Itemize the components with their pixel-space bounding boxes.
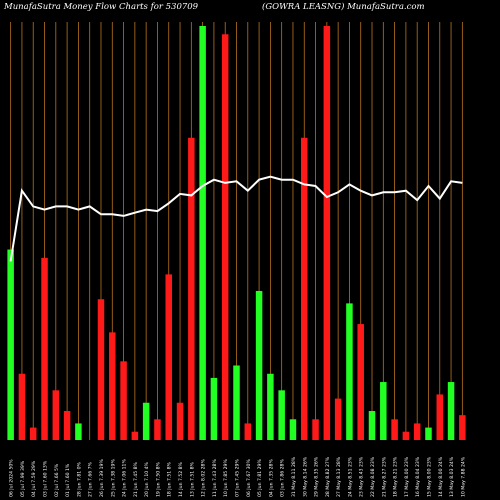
x-tick-label: 27 Jun 7.66 7% <box>88 461 94 497</box>
x-tick-label: 10 Jun 7.85 29% <box>223 459 229 497</box>
money-flow-bar <box>334 398 342 440</box>
x-tick-label: 07 Jun 7.45 29% <box>235 459 241 497</box>
x-tick-label: 05 Jun 7.81 29% <box>257 459 263 497</box>
money-flow-bar <box>459 415 466 440</box>
x-tick-label: 01 Jul 7.60 1% <box>65 463 71 497</box>
x-tick-label: 05 Jul 7.99 39% <box>20 460 26 497</box>
x-tick-label: 03 Jul 7.60 13% <box>43 460 49 497</box>
money-flow-bar <box>402 431 410 440</box>
money-flow-bar <box>436 394 444 440</box>
money-flow-bar <box>188 137 195 440</box>
x-tick-label: 24 May 8.51 23% <box>347 456 353 497</box>
x-tick-label: 06 Jul 2024 50% <box>9 459 15 497</box>
money-flow-bar <box>346 303 353 440</box>
money-flow-bar <box>165 274 172 440</box>
money-flow-bar <box>41 257 48 440</box>
money-flow-bar <box>29 427 37 440</box>
money-flow-bar <box>312 419 319 440</box>
x-tick-label: 25 Jun 7.38 19% <box>110 459 116 497</box>
x-tick-label: 14 Jun 7.52 8% <box>178 461 184 497</box>
x-tick-label: 21 Jun 7.45 8% <box>133 461 139 497</box>
money-flow-bar <box>120 361 127 440</box>
money-flow-bar <box>18 373 26 440</box>
money-flow-bar <box>368 411 376 440</box>
money-flow-bar <box>233 365 240 440</box>
money-flow-bar <box>380 382 387 440</box>
x-tick-label: 29 May 8.35 26% <box>314 456 320 497</box>
x-tick-label: 03 Jun 7.86 28% <box>280 459 286 497</box>
x-tick-label: 11 Jun 7.43 28% <box>212 459 218 497</box>
x-tick-label: 18 May 8.21 23% <box>393 456 399 497</box>
money-flow-bar <box>357 324 364 440</box>
money-flow-bar <box>109 332 116 440</box>
x-tick-label: 22 May 8.08 23% <box>370 456 376 497</box>
money-flow-bar <box>7 249 14 440</box>
money-flow-bar <box>244 423 252 440</box>
money-flow-bar <box>391 419 398 440</box>
money-flow-bar <box>142 402 150 440</box>
money-flow-bar <box>75 423 82 440</box>
money-flow-bar <box>199 26 206 440</box>
x-tick-label: 13 Jun 7.51 8% <box>189 461 195 497</box>
money-flow-bar <box>97 299 105 440</box>
x-tick-label: 06 Jun 7.67 30% <box>246 459 252 497</box>
x-tick-label: 21 May 8.27 23% <box>381 456 387 497</box>
money-flow-bar <box>289 419 297 440</box>
x-tick-label: 26 Jun 7.39 19% <box>99 459 105 497</box>
grid-lines <box>10 22 463 440</box>
money-flow-bar <box>425 427 432 440</box>
money-flow-bar <box>413 423 421 440</box>
money-flow-bar <box>323 26 331 440</box>
chart-header-right: (GOWRA LEASNG) MunafaSutra.com <box>262 2 425 12</box>
money-flow-bar <box>447 382 455 440</box>
x-tick-label: 18 Jun 7.51 8% <box>167 461 173 497</box>
line-series <box>9 175 463 262</box>
money-flow-bar <box>255 290 263 440</box>
chart-header-left: MunafaSutra Money Flow Charts for 530709 <box>4 2 199 12</box>
x-tick-label: 10 May 7.88 24% <box>460 456 466 497</box>
x-tick-label: 28 Jun 7.81 0% <box>76 461 82 497</box>
money-flow-bar <box>267 373 274 440</box>
money-flow-line <box>9 175 463 262</box>
money-flow-bar <box>210 377 218 440</box>
x-tick-label: 16 May 8.04 23% <box>415 456 421 497</box>
x-tick-label: 14 May 8.00 24% <box>438 456 444 497</box>
money-flow-bar <box>301 137 308 440</box>
x-tick-label: 20 Jun 7.10 4% <box>144 461 150 497</box>
x-tick-label: 30 May 8.14 26% <box>302 456 308 497</box>
x-tick-label: 12 Jun 8.02 28% <box>201 459 207 497</box>
x-tick-label: 15 May 8.00 23% <box>426 456 432 497</box>
x-tick-label: 17 May 8.00 23% <box>404 456 410 497</box>
x-tick-label: 24 Jun 7.06 11% <box>122 459 128 497</box>
money-flow-bar <box>63 411 71 440</box>
x-tick-label: 31 May 8.11 28% <box>291 456 297 497</box>
x-tick-label: 13 May 8.03 24% <box>449 456 455 497</box>
x-tick-label: 19 Jun 7.50 8% <box>155 461 161 497</box>
money-flow-bar <box>154 419 161 440</box>
bar-series <box>7 26 466 440</box>
x-tick-label: 28 May 8.82 27% <box>325 456 331 497</box>
x-tick-label: 04 Jul 7.59 29% <box>31 460 37 497</box>
x-tick-label: 02 Jul 7.66 5% <box>54 463 60 497</box>
money-flow-bar <box>278 390 285 440</box>
money-flow-bar <box>221 34 229 440</box>
x-tick-label: 23 May 8.43 23% <box>359 456 365 497</box>
money-flow-bar <box>131 431 139 440</box>
money-flow-bar <box>52 390 60 440</box>
x-tick-label: 27 May 8.13 28% <box>336 456 342 497</box>
money-flow-bar <box>176 402 184 440</box>
x-tick-label: 04 Jun 7.35 28% <box>268 459 274 497</box>
x-tick-labels: 06 Jul 2024 50% 05 Jul 7.99 39% 04 Jul 7.5… <box>9 456 467 497</box>
